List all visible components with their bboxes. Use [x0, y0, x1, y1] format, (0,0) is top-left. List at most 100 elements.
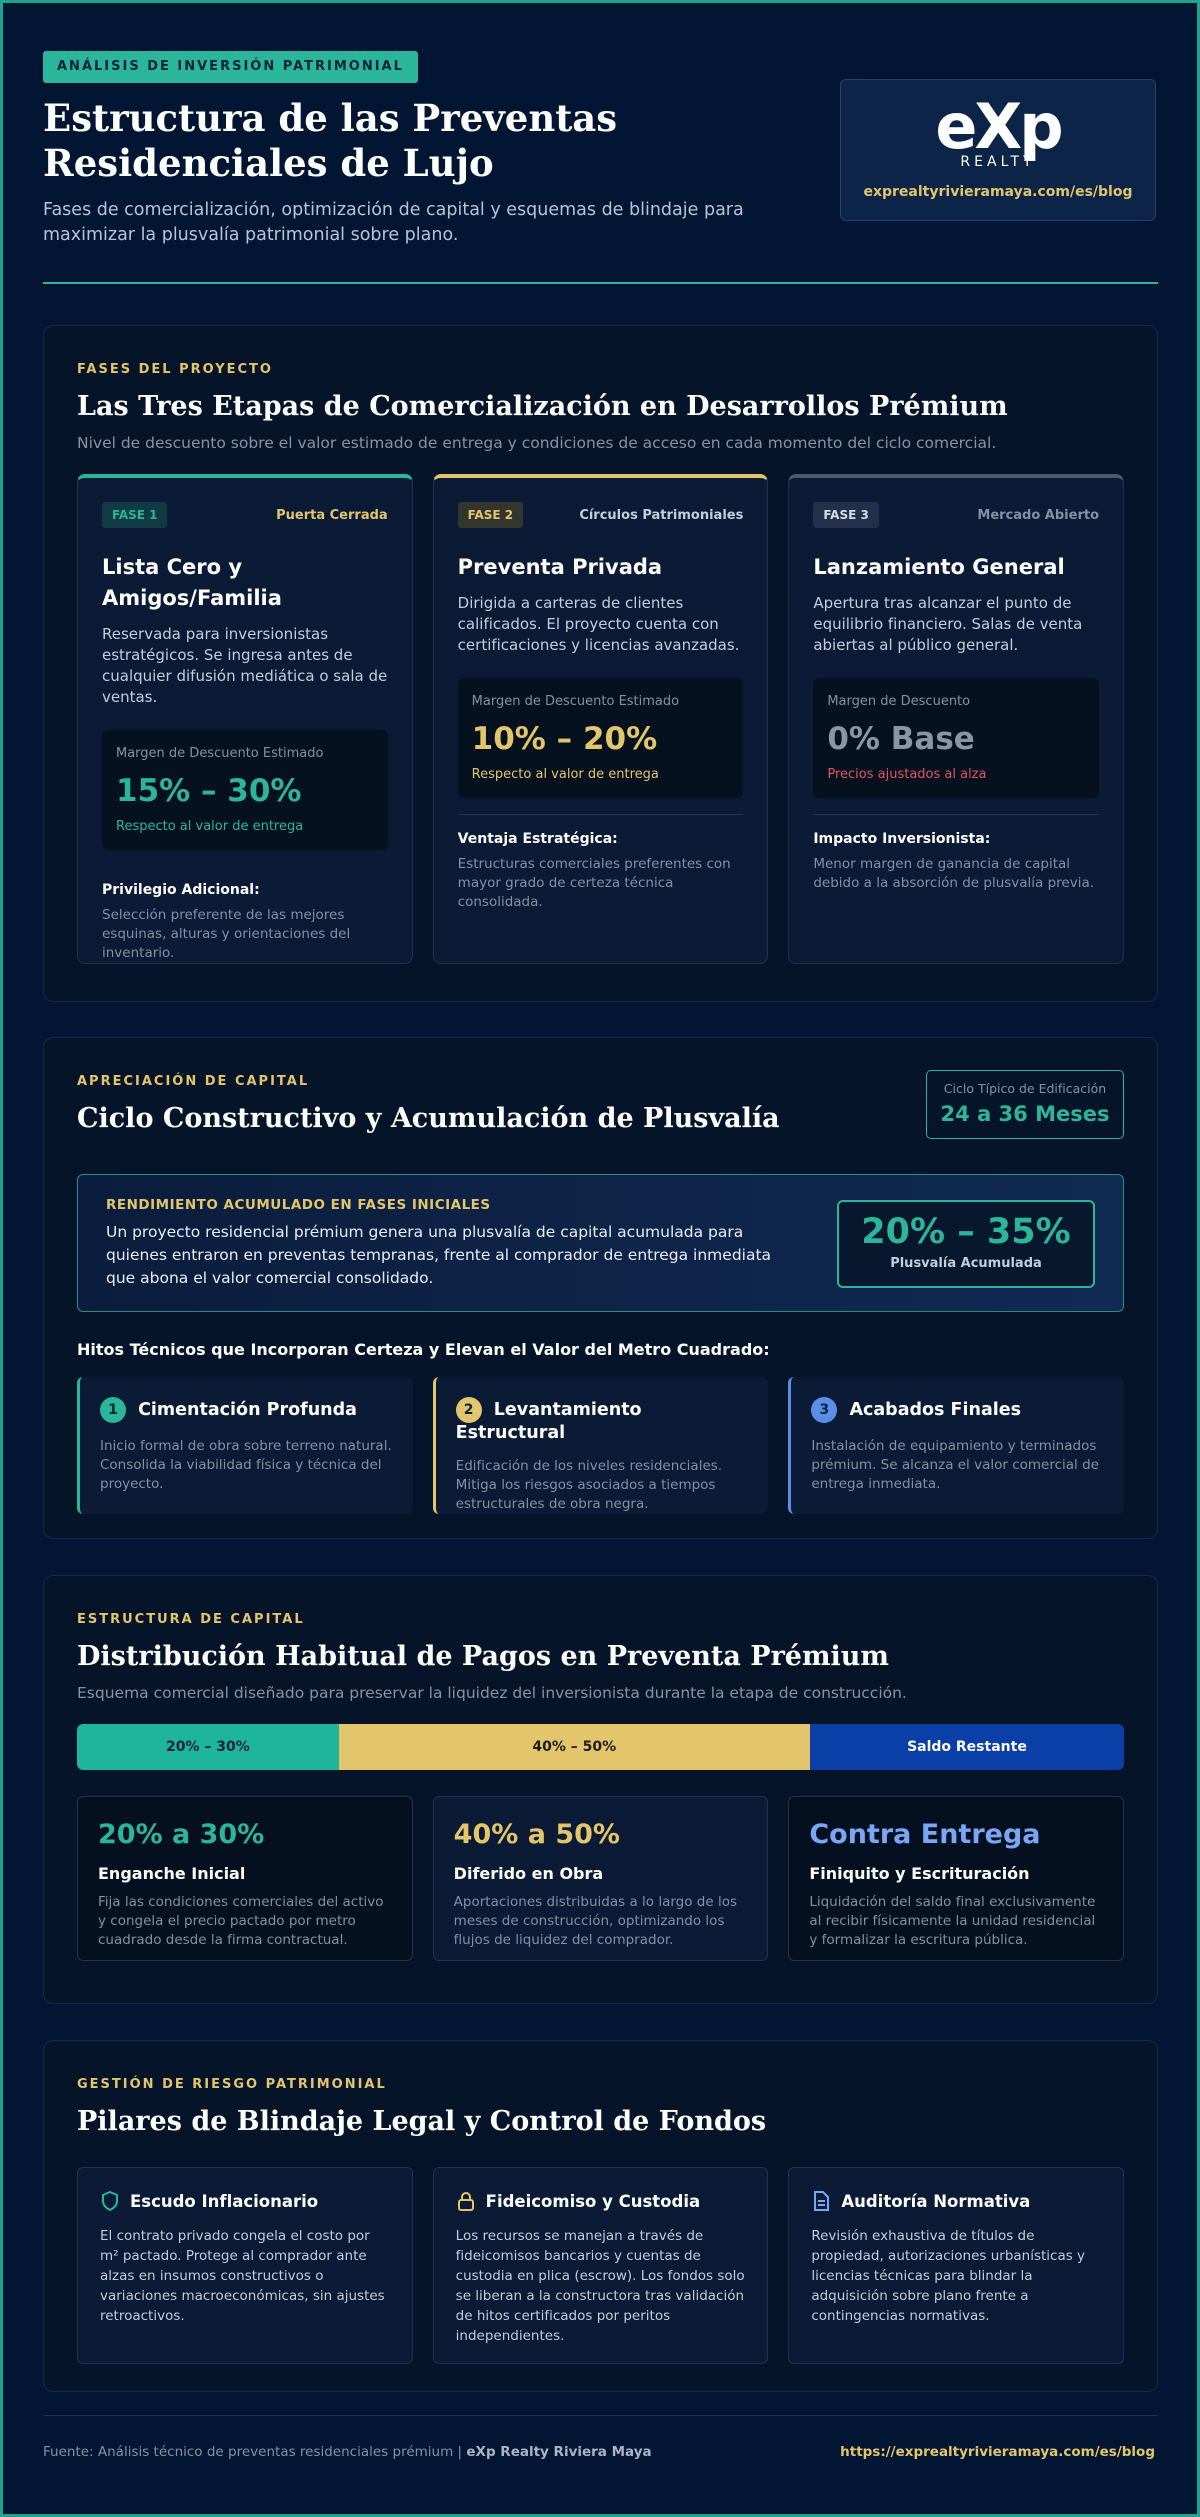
highlight-label: RENDIMIENTO ACUMULADO EN FASES INICIALES [106, 1197, 491, 1213]
bar-segment: 40% – 50% [338, 1724, 810, 1770]
phase-name: Lista Cero y Amigos/Familia [102, 555, 282, 610]
milestone-card: 3 Acabados Finales Instalación de equipa… [788, 1377, 1125, 1514]
phase-description: Reservada para inversionistas estratégic… [102, 625, 388, 706]
highlight-box: RENDIMIENTO ACUMULADO EN FASES INICIALES… [77, 1174, 1124, 1312]
extra-text: Selección preferente de las mejores esqu… [102, 907, 351, 961]
cycle-box: Ciclo Típico de Edificación 24 a 36 Mese… [926, 1070, 1124, 1139]
metric-box: Margen de Descuento 0% Base Precios ajusta… [813, 678, 1100, 798]
payment-bar: 20% – 30% 40% – 50% Saldo Restante [77, 1724, 1124, 1770]
protection-card: Auditoría Normativa Revisión exhaustiva … [788, 2167, 1125, 2364]
cycle-label: Ciclo Típico de Edificación [943, 1081, 1107, 1096]
section-title: Distribución Habitual de Pagos en Preven… [77, 1641, 889, 1672]
milestone-text: Edificación de los niveles residenciales… [455, 1458, 723, 1512]
phase-tag: FASE 2 [457, 502, 524, 528]
metric-value: 10% – 20% [471, 721, 658, 757]
protection-card: Fideicomiso y Custodia Los recursos se m… [432, 2167, 769, 2364]
extra-title: Ventaja Estratégica: [457, 831, 618, 847]
metric-note: Precios ajustados al alza [827, 767, 987, 782]
milestone-text: Inicio formal de obra sobre terreno natu… [100, 1438, 392, 1492]
payment-value: 20% a 30% [98, 1819, 265, 1850]
protection-title: Fideicomiso y Custodia [485, 2191, 701, 2211]
milestone-number: 3 [811, 1397, 838, 1423]
payment-text: Aportaciones distribuidas a lo largo de … [453, 1894, 737, 1948]
page-title: Estructura de las Preventas Residenciale… [43, 96, 618, 185]
metric-note: Respecto al valor de entrega [116, 819, 304, 834]
highlight-value-label: Plusvalía Acumulada [890, 1256, 1042, 1271]
phase-tag: FASE 1 [102, 502, 168, 528]
section-title: Ciclo Constructivo y Acumulación de Plus… [77, 1103, 780, 1134]
logo-text: eXp [935, 90, 1063, 163]
protection-card: Escudo Inflacionario El contrato privado… [77, 2167, 413, 2364]
logo-box: eXp REALTY exprealtyrivieramaya.com/es/b… [840, 79, 1156, 221]
milestone-number: 2 [455, 1397, 482, 1423]
milestone-head: 2 Levantamiento Estructural [455, 1397, 749, 1443]
shield-icon [102, 2190, 118, 2212]
extra-text: Estructuras comerciales preferentes con … [457, 856, 731, 910]
metric-value: 15% – 30% [116, 773, 302, 809]
section-subtitle: Nivel de descuento sobre el valor estima… [77, 434, 997, 452]
eyebrow: GESTIÓN DE RIESGO PATRIMONIAL [77, 2077, 387, 2092]
phase-name: Preventa Privada [457, 555, 663, 579]
milestone-card: 2 Levantamiento Estructural Edificación … [432, 1377, 769, 1514]
phase-tag: FASE 3 [813, 502, 879, 528]
logo-url[interactable]: exprealtyrivieramaya.com/es/blog [863, 184, 1133, 200]
source-text: Fuente: Análisis técnico de preventas re… [43, 2444, 463, 2460]
protection-head: Fideicomiso y Custodia [456, 2190, 746, 2212]
section-title: Las Tres Etapas de Comercialización en D… [77, 391, 1008, 422]
payment-card: 20% a 30% Enganche Inicial Fija las condic… [77, 1796, 413, 1961]
metric-label: Margen de Descuento Estimado [116, 746, 324, 761]
separator [457, 814, 744, 815]
metric-value: 0% Base [827, 721, 975, 757]
eyebrow: ESTRUCTURA DE CAPITAL [77, 1612, 305, 1627]
milestone-number: 1 [100, 1397, 126, 1423]
payment-title: Finiquito y Escrituración [809, 1864, 1030, 1883]
milestone-text: Instalación de equipamiento y terminados… [811, 1438, 1099, 1492]
extra-title: Privilegio Adicional: [102, 882, 260, 898]
protection-title: Auditoría Normativa [841, 2191, 1031, 2211]
phase-top: FASE 3 Mercado Abierto [813, 502, 1099, 528]
protection-head: Auditoría Normativa [811, 2190, 1101, 2212]
phase-label: Puerta Cerrada [276, 507, 388, 523]
phase-card: FASE 3 Mercado Abierto Lanzamiento Genera… [788, 474, 1125, 964]
payment-value: 40% a 50% [453, 1819, 620, 1850]
payment-title: Diferido en Obra [453, 1864, 604, 1883]
section-title: Pilares de Blindaje Legal y Control de F… [77, 2106, 767, 2137]
milestone-title: Cimentación Profunda [138, 1400, 357, 1420]
phase-card: FASE 1 Puerta Cerrada Lista Cero y Amigos… [77, 474, 413, 964]
source-brand: eXp Realty Riviera Maya [466, 2444, 652, 2460]
payment-value: Contra Entrega [809, 1819, 1041, 1850]
divider [43, 282, 1158, 284]
milestones-title: Hitos Técnicos que Incorporan Certeza y … [77, 1340, 770, 1359]
logo-sub: REALTY [960, 154, 1036, 170]
separator [813, 814, 1100, 815]
milestone-card: 1 Cimentación Profunda Inicio formal de … [77, 1377, 413, 1514]
footer-source: Fuente: Análisis técnico de preventas re… [43, 2444, 652, 2460]
page-subtitle: Fases de comercialización, optimización … [43, 200, 744, 245]
extra-title: Impacto Inversionista: [813, 831, 991, 847]
highlight-value: 20% – 35% [861, 1212, 1071, 1252]
phases-section: FASES DEL PROYECTO Las Tres Etapas de Co… [43, 325, 1158, 1002]
badge: ANÁLISIS DE INVERSIÓN PATRIMONIAL [43, 51, 418, 83]
payment-card: Contra Entrega Finiquito y Escrituración L… [788, 1796, 1125, 1961]
footer-divider [43, 2415, 1158, 2416]
extra-text: Menor margen de ganancia de capital debi… [813, 856, 1095, 891]
payment-card: 40% a 50% Diferido en Obra Aportaciones di… [432, 1796, 769, 1961]
document-icon [814, 2191, 830, 2211]
metric-label: Margen de Descuento [827, 694, 971, 709]
payment-text: Liquidación del saldo final exclusivamen… [809, 1894, 1096, 1948]
phase-card: FASE 2 Círculos Patrimoniales Preventa Pr… [432, 474, 769, 964]
phase-description: Apertura tras alcanzar el punto de equil… [813, 594, 1083, 654]
metric-note: Respecto al valor de entrega [471, 767, 659, 782]
protection-title: Escudo Inflacionario [130, 2191, 319, 2211]
payment-title: Enganche Inicial [98, 1864, 246, 1883]
eyebrow: APRECIACIÓN DE CAPITAL [77, 1074, 310, 1089]
phase-label: Mercado Abierto [977, 507, 1100, 523]
phase-label: Círculos Patrimoniales [579, 507, 744, 523]
footer-url[interactable]: https://exprealtyrivieramaya.com/es/blog [840, 2444, 1155, 2460]
milestone-title: Levantamiento Estructural [455, 1400, 642, 1443]
protection-section: GESTIÓN DE RIESGO PATRIMONIAL Pilares de… [43, 2040, 1158, 2392]
metric-box: Margen de Descuento Estimado 10% – 20% Res… [457, 678, 744, 798]
payment-text: Fija las condiciones comerciales del act… [98, 1894, 384, 1948]
highlight-value-box: 20% – 35% Plusvalía Acumulada [837, 1200, 1095, 1288]
phase-name: Lanzamiento General [813, 555, 1065, 579]
